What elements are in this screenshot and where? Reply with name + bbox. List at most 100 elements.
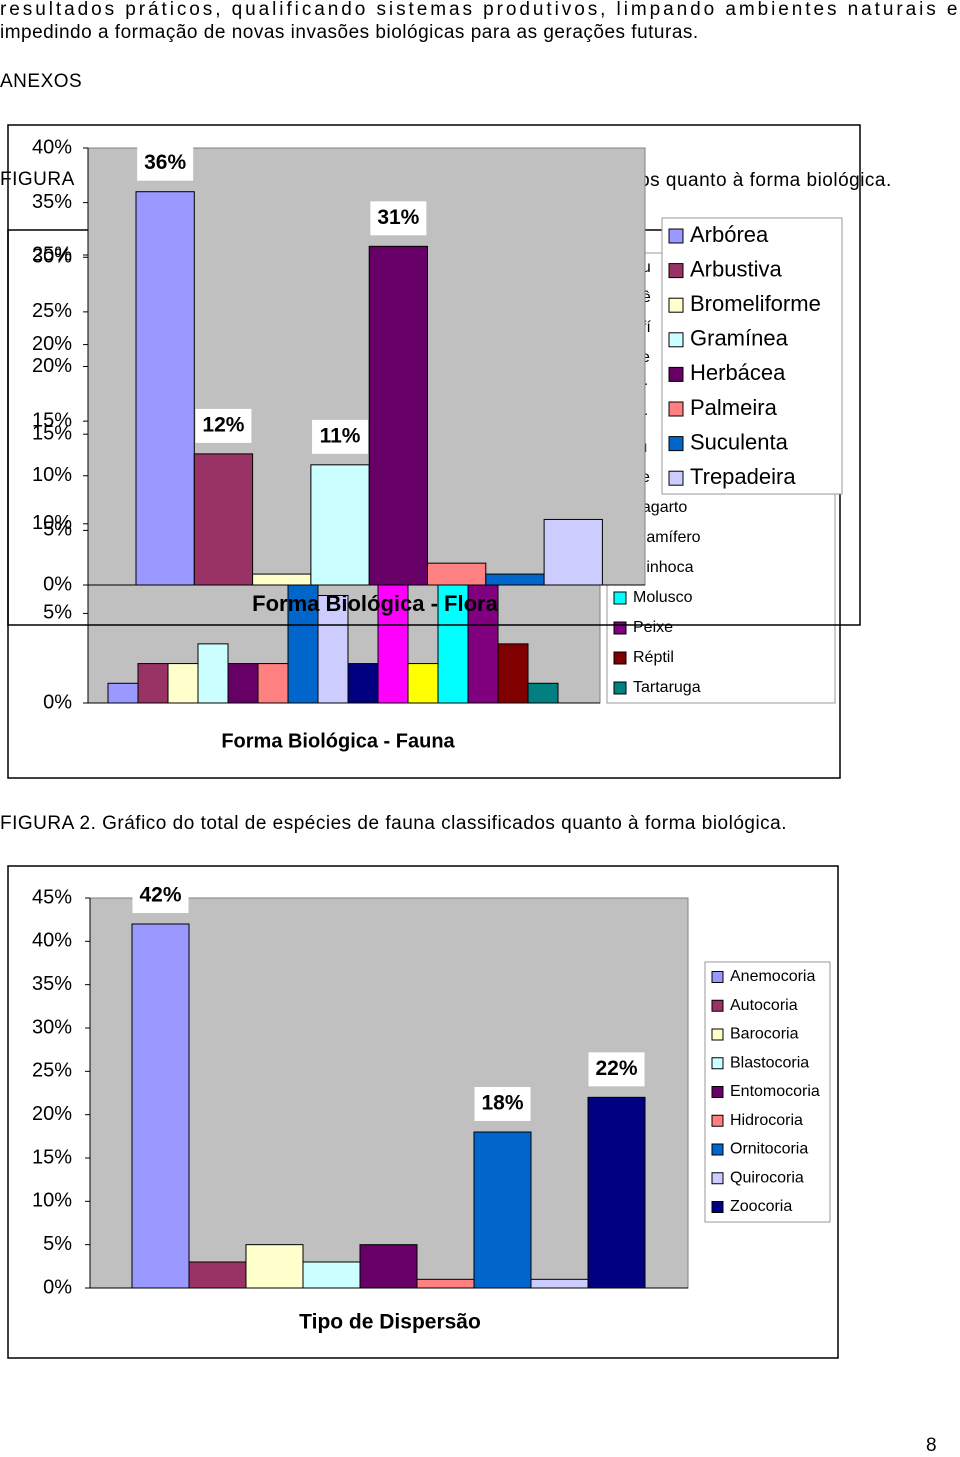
chart: 0% 5% 10% 15% 20% 25% 30% 35% 40% 45% 42% 18% 22% Ane… [7, 865, 839, 1359]
value-label: 22% [595, 1057, 637, 1080]
value-label-box [195, 408, 252, 443]
y-tick-label: 30% [32, 246, 72, 268]
legend-label: Autocoria [730, 997, 798, 1014]
value-label-box [137, 146, 194, 181]
legend-swatch [711, 971, 724, 983]
bar [302, 1261, 361, 1289]
legend-swatch [711, 1114, 724, 1127]
y-tick-label: 25% [32, 1060, 72, 1082]
value-label: 11% [320, 424, 361, 447]
bar [107, 682, 139, 704]
legend-label: Zoocoria [730, 1198, 792, 1215]
legend-label: Minhoca [633, 559, 694, 576]
legend-label: Arbórea [690, 222, 769, 247]
y-tick-label: 10% [32, 512, 72, 534]
legend-swatch [668, 332, 684, 348]
y-tick-label: 20% [32, 333, 72, 355]
y-tick-label: 5% [43, 602, 72, 624]
legend-label: Anemocoria [730, 968, 815, 985]
y-tick-label: 0% [43, 1276, 72, 1298]
bar [245, 1244, 304, 1289]
legend-swatch [711, 1143, 724, 1156]
y-tick-label: 25% [32, 243, 72, 265]
bar [527, 682, 559, 704]
value-label-box [588, 1052, 645, 1087]
caption-fragment: dos quanto à forma biológica. [628, 170, 892, 191]
bar [197, 643, 229, 704]
y-tick-label: 35% [32, 973, 72, 995]
y-tick-label: 0% [43, 573, 72, 595]
bar [193, 453, 254, 586]
bar [427, 562, 487, 586]
bar [543, 518, 603, 586]
y-tick-label: 5% [43, 1233, 72, 1255]
legend-swatch [711, 1028, 724, 1041]
y-tick-label: 40% [32, 930, 72, 952]
legend-swatch [668, 228, 684, 244]
legend-swatch [711, 999, 724, 1012]
legend-label: Ornitocoria [730, 1141, 808, 1158]
bar [167, 663, 199, 704]
x-axis-title: Forma Biológica - Flora [252, 591, 498, 616]
legend-label: Barocoria [730, 1026, 799, 1043]
legend-swatch [613, 681, 627, 695]
legend-swatch [613, 621, 627, 635]
bar [135, 191, 195, 586]
y-tick-label: 40% [32, 136, 72, 158]
bar [137, 663, 169, 704]
bar [473, 1131, 532, 1289]
bar [407, 663, 439, 704]
bar [252, 573, 312, 586]
y-tick-label: 15% [32, 409, 72, 431]
x-axis-title: Tipo de Dispersão [299, 1311, 481, 1334]
legend-label: Entomocoria [730, 1083, 820, 1100]
value-label-box [312, 419, 369, 454]
legend-swatch [668, 436, 684, 452]
legend-label: Blastocoria [730, 1054, 809, 1071]
y-tick-label: 45% [32, 886, 72, 908]
legend-swatch [668, 297, 684, 313]
legend-label: Trepadeira [690, 464, 796, 489]
legend-label: Mamífero [633, 529, 701, 546]
bar [317, 594, 349, 704]
heading: ANEXOS [0, 71, 82, 92]
page-number: 8 [926, 1435, 937, 1456]
value-label: 36% [144, 151, 186, 174]
y-tick-label: 10% [32, 1190, 72, 1212]
legend-label: Tartaruga [633, 679, 701, 696]
legend-label: Palmeira [690, 395, 778, 420]
bar [131, 923, 190, 1289]
value-label-box [132, 879, 189, 913]
y-tick-label: 10% [32, 464, 72, 486]
bar [416, 1278, 475, 1289]
legend-label: Molusco [633, 589, 693, 606]
legend-swatch [711, 1086, 724, 1098]
caption-fragment: FIGURA [0, 169, 75, 190]
legend-box [704, 961, 831, 1223]
value-label: 12% [202, 413, 244, 436]
legend-label: Gramínea [690, 326, 789, 351]
legend-label: Hidrocoria [730, 1112, 803, 1129]
bar [347, 663, 379, 704]
value-label: 42% [139, 884, 181, 907]
charts: 0%5%10%15%20%25%gunênfíveararruseLagarto… [7, 124, 861, 1359]
legend-label: Réptil [633, 649, 674, 666]
y-tick-label: 15% [32, 1146, 72, 1168]
y-tick-label: 25% [32, 300, 72, 322]
bar [368, 245, 429, 586]
y-tick-label: 5% [43, 519, 72, 541]
legend-swatch [668, 401, 684, 417]
y-tick-label: 15% [32, 422, 72, 444]
legend-box [661, 217, 843, 495]
paragraph-line: resultados práticos, qualificando sistem… [0, 0, 958, 20]
chart: 0%5%10%15%20%25%30%35%40%36%12% 11%31%Arb… [7, 124, 861, 626]
caption: FIGURA 2. Gráfico do total de espécies d… [0, 813, 787, 834]
legend-label: Quirocoria [730, 1169, 804, 1186]
value-label: 18% [481, 1092, 523, 1115]
legend-swatch [668, 366, 684, 382]
legend-label: Herbácea [690, 360, 786, 385]
y-tick-label: 20% [32, 355, 72, 377]
bar [530, 1278, 589, 1289]
y-tick-label: 20% [32, 1103, 72, 1125]
